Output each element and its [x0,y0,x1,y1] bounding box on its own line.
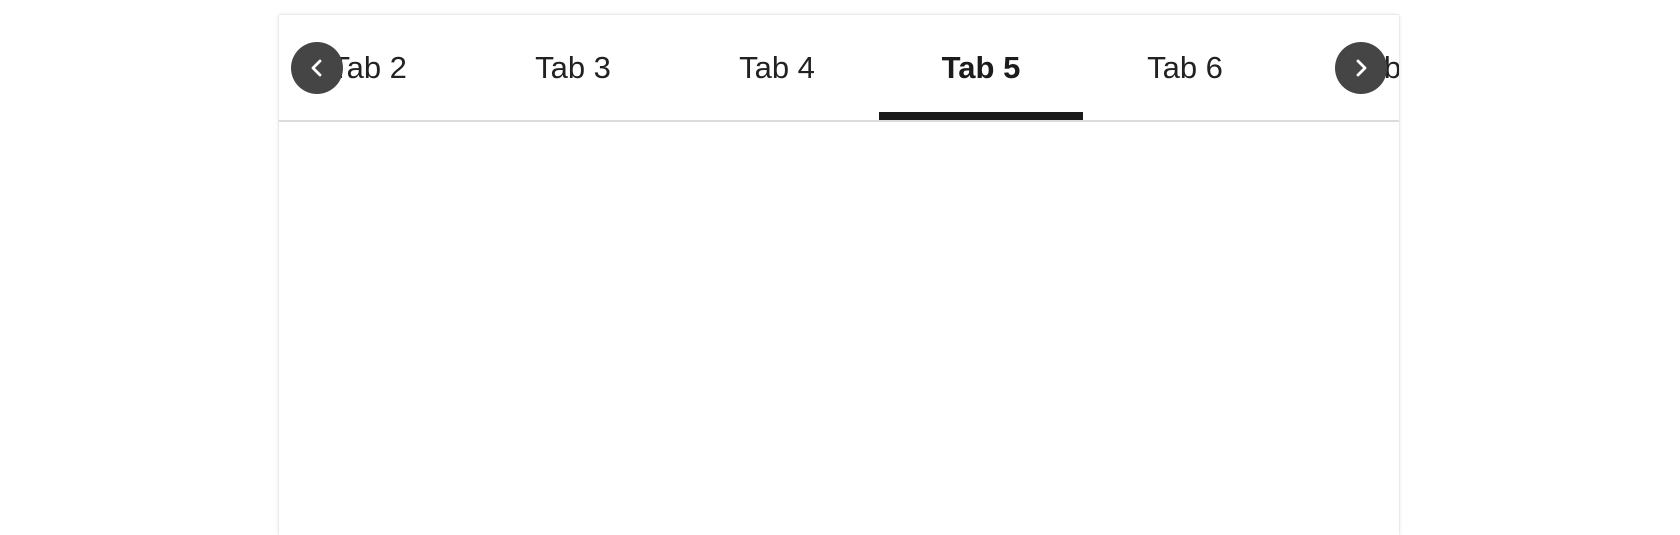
tab-label: Tab 3 [535,49,611,85]
tab-3[interactable]: Tab 3 [471,15,675,120]
tab-5[interactable]: Tab 5 [879,15,1083,120]
scroll-left-button[interactable] [291,42,343,94]
tab-content-panel [279,122,1399,522]
tab-4[interactable]: Tab 4 [675,15,879,120]
tabs-panel: Tab 2 Tab 3 Tab 4 Tab 5 Tab 6 Tab 7 [279,15,1399,535]
scroll-right-button[interactable] [1335,42,1387,94]
tab-label: Tab 6 [1147,49,1223,85]
tab-label: Tab 2 [331,49,407,85]
tab-2[interactable]: Tab 2 [279,15,471,120]
tab-bar: Tab 2 Tab 3 Tab 4 Tab 5 Tab 6 Tab 7 [279,15,1399,122]
chevron-right-icon [1356,59,1367,77]
chevron-left-icon [311,59,322,77]
tab-6[interactable]: Tab 6 [1083,15,1287,120]
tab-label: Tab 5 [941,49,1021,85]
tab-label: Tab 4 [739,49,815,85]
